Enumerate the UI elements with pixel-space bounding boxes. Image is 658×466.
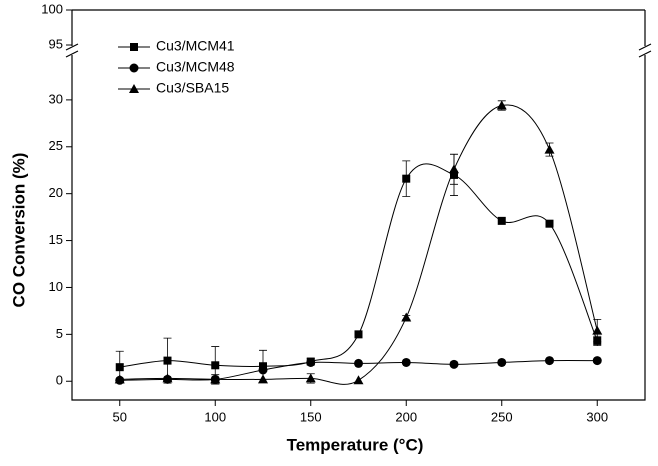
y-tick-label: 95 bbox=[49, 36, 63, 51]
marker bbox=[163, 356, 172, 365]
marker bbox=[401, 357, 411, 367]
axis-frame bbox=[71, 9, 646, 401]
marker bbox=[306, 357, 316, 367]
axes bbox=[65, 9, 652, 401]
legend-label: Cu3/MCM41 bbox=[156, 38, 235, 54]
marker bbox=[114, 374, 125, 384]
x-tick-label: 50 bbox=[113, 409, 127, 424]
marker bbox=[592, 325, 603, 335]
y-tick-label: 100 bbox=[41, 1, 63, 16]
marker bbox=[545, 219, 554, 228]
x-axis-title: Temperature (°C) bbox=[287, 435, 424, 454]
marker bbox=[497, 216, 506, 225]
marker bbox=[449, 164, 459, 174]
marker bbox=[354, 330, 363, 339]
marker bbox=[129, 63, 139, 73]
legend-label: Cu3/MCM48 bbox=[156, 59, 235, 75]
y-tick-label: 0 bbox=[56, 373, 63, 388]
marker bbox=[545, 356, 554, 366]
y-tick-label: 15 bbox=[49, 232, 63, 247]
marker bbox=[162, 373, 173, 383]
marker bbox=[544, 144, 555, 154]
marker bbox=[401, 312, 412, 322]
x-tick-label: 300 bbox=[586, 409, 608, 424]
marker bbox=[211, 361, 220, 370]
axis-break bbox=[65, 43, 652, 58]
marker bbox=[258, 374, 268, 384]
marker bbox=[496, 100, 507, 110]
y-tick-label: 10 bbox=[49, 279, 63, 294]
marker bbox=[130, 43, 138, 51]
y-tick-label: 20 bbox=[49, 185, 63, 200]
x-tick-label: 150 bbox=[300, 409, 322, 424]
x-tick-label: 200 bbox=[395, 409, 417, 424]
x-tick-label: 250 bbox=[491, 409, 513, 424]
x-tick-label: 100 bbox=[204, 409, 226, 424]
y-tick-label: 5 bbox=[56, 326, 63, 341]
marker bbox=[129, 84, 139, 93]
marker bbox=[210, 374, 221, 384]
marker bbox=[353, 375, 364, 385]
fit-line bbox=[119, 104, 598, 385]
marker bbox=[115, 363, 124, 372]
marker bbox=[449, 359, 459, 369]
legend-label: Cu3/SBA15 bbox=[156, 80, 229, 96]
marker bbox=[402, 174, 411, 183]
marker bbox=[354, 358, 363, 368]
marker bbox=[258, 365, 268, 375]
y-tick-label: 30 bbox=[49, 91, 63, 106]
marker bbox=[305, 373, 316, 383]
y-axis-title: CO Conversion (%) bbox=[9, 153, 28, 308]
y-tick-label: 25 bbox=[49, 138, 63, 153]
marker bbox=[497, 357, 507, 367]
marker bbox=[592, 356, 602, 366]
